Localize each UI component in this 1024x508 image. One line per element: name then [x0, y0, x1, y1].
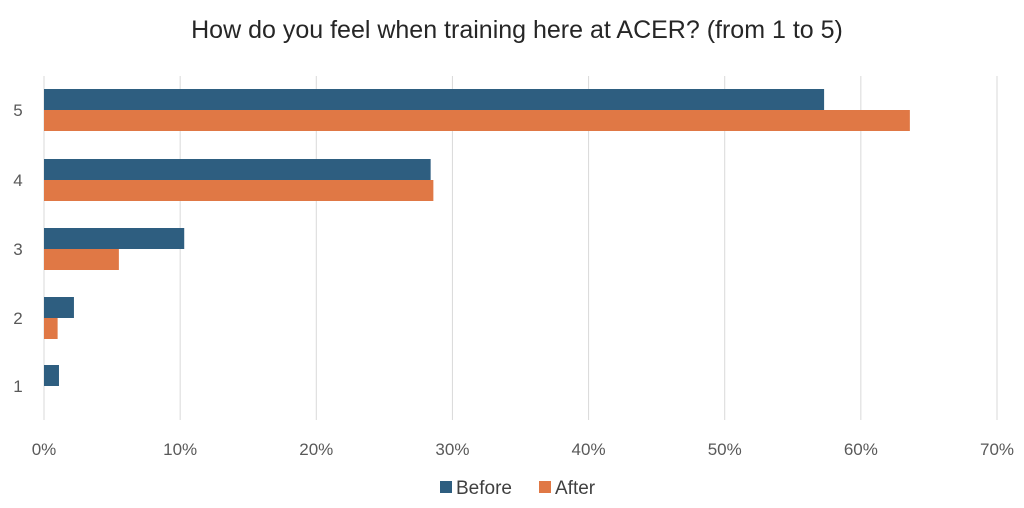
legend-swatch-before: [440, 481, 452, 493]
bars: [44, 89, 910, 386]
x-tick-label: 0%: [32, 440, 57, 459]
x-tick-label: 20%: [299, 440, 333, 459]
y-tick-label: 2: [13, 309, 22, 328]
bar-after-5: [44, 110, 910, 131]
bar-before-2: [44, 297, 74, 318]
y-tick-label: 3: [13, 240, 22, 259]
bar-before-4: [44, 159, 431, 180]
x-tick-label: 30%: [435, 440, 469, 459]
legend: Before After: [440, 478, 596, 499]
y-tick-label: 4: [13, 171, 22, 190]
legend-label-after: After: [555, 478, 596, 499]
gridlines: [43, 76, 998, 420]
bar-after-2: [44, 318, 58, 339]
x-tick-label: 10%: [163, 440, 197, 459]
bar-before-5: [44, 89, 825, 110]
x-tick-label: 70%: [980, 440, 1014, 459]
bar-before-3: [44, 228, 185, 249]
bar-after-4: [44, 180, 434, 201]
legend-label-before: Before: [456, 478, 512, 499]
x-tick-label: 50%: [708, 440, 742, 459]
y-axis-labels: 5 4 3 2 1: [13, 101, 22, 396]
y-tick-label: 1: [13, 377, 22, 396]
bar-after-3: [44, 249, 119, 270]
legend-swatch-after: [539, 481, 551, 493]
x-tick-label: 40%: [572, 440, 606, 459]
bar-before-1: [44, 365, 59, 386]
chart-title: How do you feel when training here at AC…: [191, 16, 843, 44]
y-tick-label: 5: [13, 101, 22, 120]
x-tick-label: 60%: [844, 440, 878, 459]
x-axis-labels: 0% 10% 20% 30% 40% 50% 60% 70%: [32, 440, 1014, 459]
